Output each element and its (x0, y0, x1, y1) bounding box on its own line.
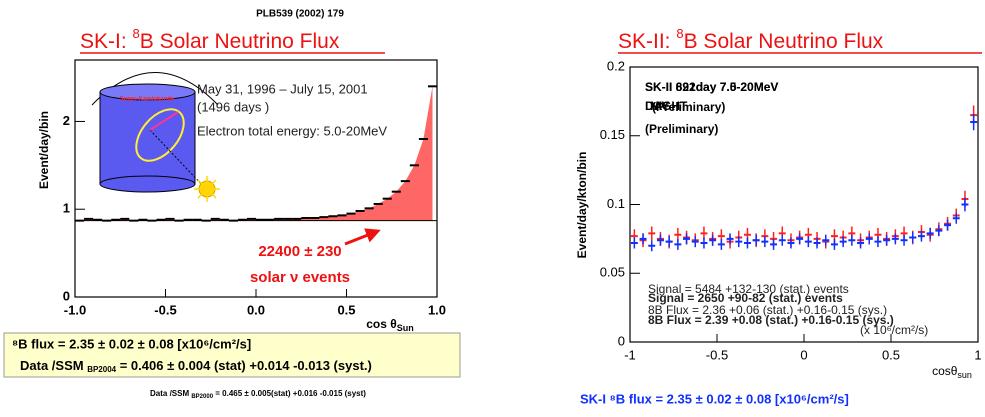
x-tick-label: 0.5 (882, 347, 900, 362)
x-tick-label: 1 (974, 347, 981, 362)
ssm-ratio-2000: Data /SSM BP2000 = 0.465 ± 0.005(stat) +… (150, 389, 366, 399)
signal-area (79, 86, 433, 221)
y-tick-label: 0.1 (607, 196, 625, 211)
title-part: SK-II: (618, 30, 676, 53)
y-tick-label: 2 (63, 113, 70, 128)
annotation: (x 10⁶/cm²/s) (860, 323, 928, 337)
reference: PLB539 (2002) 179 (256, 9, 344, 20)
y-tick-label: 0.2 (607, 58, 625, 73)
x-tick-label: -0.5 (154, 302, 176, 317)
y-tick-label: 1 (63, 201, 70, 216)
ratio-sub: BP2004 (87, 365, 116, 374)
ratio-part: Data /SSM (20, 358, 87, 373)
annotation: Signal = 5484 +132-130 (stat.) events (648, 282, 849, 296)
annotation: 8B Flux = 2.36 +0.06 (stat.) +0.16-0.15 … (648, 303, 887, 317)
x-tick-label: -1.0 (64, 302, 86, 317)
sk1-flux: SK-I ⁸B flux = 2.35 ± 0.02 ± 0.08 [x10⁶/… (580, 391, 849, 406)
annotation: Signal = 2650 +90-82 (stat.) events (648, 291, 843, 305)
ssm-ratio-2004: Data /SSM BP2004 = 0.406 ± 0.004 (stat) … (20, 358, 372, 374)
x-axis-label: cosθsun (932, 364, 972, 380)
title-part: B Solar Neutrino Flux (684, 30, 884, 53)
x-tick-label: 1.0 (428, 302, 446, 317)
x-tick-label: -1 (624, 347, 636, 362)
x-tick-label: 0.0 (247, 302, 265, 317)
annotation: DAY (645, 99, 669, 113)
result-box (3, 332, 461, 378)
y-tick-label: 0 (618, 333, 625, 348)
arrow (344, 228, 381, 246)
chart-title: SK-II: 8B Solar Neutrino Flux (618, 26, 884, 52)
annotation: (Preliminary) (645, 122, 718, 136)
y-tick-label: 0.05 (600, 265, 625, 280)
ratio-sub: BP2000 (191, 394, 213, 400)
x-label-part: sun (957, 370, 972, 380)
annotation: Super-Kamiokande (120, 97, 175, 103)
title-part: SK-I: (80, 30, 133, 53)
x-axis-label: cos θSun (366, 317, 414, 333)
title-part: 8 (133, 26, 140, 41)
y-tick-label: 0.15 (600, 127, 625, 142)
annotation: 22400 ± 230 (258, 243, 341, 260)
flux-result: ⁸B flux = 2.35 ± 0.02 ± 0.08 [x10⁶/cm²/s… (12, 336, 251, 351)
title-part: B Solar Neutrino Flux (140, 30, 340, 53)
chart-title: SK-I: 8B Solar Neutrino Flux (80, 26, 340, 52)
y-axis-label: Event/day/kton/bin (575, 152, 589, 259)
annotation: Electron total energy: 5.0-20MeV (197, 123, 387, 138)
y-axis-label: Event/day/bin (37, 111, 51, 189)
x-label-part: cosθ (932, 364, 958, 378)
annotation: solar ν events (250, 269, 350, 286)
x-tick-label: -0.5 (706, 347, 728, 362)
detector-illustration (91, 72, 220, 202)
x-tick-label: 0.5 (337, 302, 355, 317)
x-tick-label: 0 (800, 347, 807, 362)
annotation: 8B Flux = 2.39 +0.08 (stat.) +0.16-0.15 … (648, 313, 894, 327)
x-label-part: cos θ (366, 317, 397, 331)
ratio-part: = 0.465 ± 0.005(stat) +0.016 -0.015 (sys… (213, 389, 366, 398)
y-tick-label: 0 (63, 288, 70, 303)
annotation: NIGHT (650, 99, 688, 113)
annotation: (Preliminary) (652, 100, 725, 114)
annotation: (1496 days ) (197, 99, 269, 114)
x-label-part: Sun (397, 323, 414, 333)
ratio-part: = 0.406 ± 0.004 (stat) +0.014 -0.013 (sy… (116, 358, 372, 373)
annotation: May 31, 1996 – July 15, 2001 (197, 81, 368, 96)
annotation: SK-II 891day 7.5-20MeV (645, 80, 778, 94)
title-part: 8 (676, 26, 683, 41)
annotation: SK-II 622day 7.0-20MeV (645, 80, 778, 94)
ratio-part: Data /SSM (150, 389, 191, 398)
